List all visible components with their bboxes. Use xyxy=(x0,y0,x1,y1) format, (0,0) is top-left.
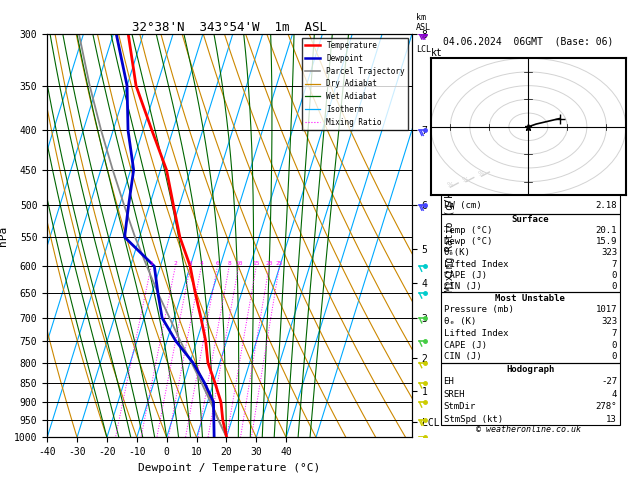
Text: PW (cm): PW (cm) xyxy=(443,201,481,210)
Text: 29: 29 xyxy=(606,186,617,195)
Text: %: % xyxy=(462,176,469,183)
Text: StmDir: StmDir xyxy=(443,402,476,411)
Text: km
ASL: km ASL xyxy=(416,13,431,32)
Text: -27: -27 xyxy=(601,377,617,386)
Text: K: K xyxy=(443,171,449,179)
Text: Lifted Index: Lifted Index xyxy=(443,329,508,338)
Text: 15.9: 15.9 xyxy=(596,237,617,246)
Bar xyxy=(441,167,620,213)
Text: 15: 15 xyxy=(252,261,260,266)
Legend: Temperature, Dewpoint, Parcel Trajectory, Dry Adiabat, Wet Adiabat, Isotherm, Mi: Temperature, Dewpoint, Parcel Trajectory… xyxy=(302,38,408,130)
Text: Most Unstable: Most Unstable xyxy=(496,294,565,303)
Text: StmSpd (kt): StmSpd (kt) xyxy=(443,415,503,423)
Text: 13: 13 xyxy=(606,415,617,423)
Text: 323: 323 xyxy=(601,317,617,326)
Text: 10: 10 xyxy=(235,261,242,266)
Text: © weatheronline.co.uk: © weatheronline.co.uk xyxy=(476,425,581,434)
Text: Totals Totals: Totals Totals xyxy=(443,186,513,195)
Text: 1017: 1017 xyxy=(596,305,617,314)
Text: CAPE (J): CAPE (J) xyxy=(443,341,487,349)
Text: 04.06.2024  06GMT  (Base: 06): 04.06.2024 06GMT (Base: 06) xyxy=(443,36,613,46)
Text: 20.1: 20.1 xyxy=(596,226,617,235)
Y-axis label: Mixing Ratio (g/kg): Mixing Ratio (g/kg) xyxy=(445,180,455,292)
Y-axis label: hPa: hPa xyxy=(0,226,8,246)
Text: CIN (J): CIN (J) xyxy=(443,352,481,362)
Text: Lifted Index: Lifted Index xyxy=(443,260,508,269)
Bar xyxy=(441,292,620,363)
X-axis label: Dewpoint / Temperature (°C): Dewpoint / Temperature (°C) xyxy=(138,463,321,473)
Text: EH: EH xyxy=(443,377,454,386)
Bar xyxy=(441,363,620,425)
Text: Pressure (mb): Pressure (mb) xyxy=(443,305,513,314)
Text: 1: 1 xyxy=(149,261,153,266)
Text: 4: 4 xyxy=(199,261,203,266)
Text: 20: 20 xyxy=(265,261,273,266)
Text: 7: 7 xyxy=(612,260,617,269)
Text: %: % xyxy=(447,182,453,188)
Text: 2.18: 2.18 xyxy=(596,201,617,210)
Text: 2: 2 xyxy=(174,261,177,266)
Text: 3: 3 xyxy=(189,261,192,266)
Text: θₑ (K): θₑ (K) xyxy=(443,317,476,326)
Text: 25: 25 xyxy=(276,261,283,266)
Text: LCL: LCL xyxy=(416,45,431,54)
Text: Temp (°C): Temp (°C) xyxy=(443,226,492,235)
Text: 7: 7 xyxy=(612,329,617,338)
Text: 278°: 278° xyxy=(596,402,617,411)
Text: 0: 0 xyxy=(612,271,617,280)
Text: 323: 323 xyxy=(601,248,617,258)
Text: CIN (J): CIN (J) xyxy=(443,282,481,291)
Text: SREH: SREH xyxy=(443,390,465,399)
Text: %: % xyxy=(477,171,484,177)
Text: Surface: Surface xyxy=(511,215,549,224)
Text: 8: 8 xyxy=(227,261,231,266)
Text: 3: 3 xyxy=(612,171,617,179)
Title: 32°38'N  343°54'W  1m  ASL: 32°38'N 343°54'W 1m ASL xyxy=(132,21,327,34)
Text: 0: 0 xyxy=(612,352,617,362)
Bar xyxy=(441,213,620,292)
Text: Hodograph: Hodograph xyxy=(506,364,555,374)
Text: kt: kt xyxy=(431,48,443,58)
Text: Dewp (°C): Dewp (°C) xyxy=(443,237,492,246)
Text: 0: 0 xyxy=(612,282,617,291)
Text: 4: 4 xyxy=(612,390,617,399)
Text: 6: 6 xyxy=(216,261,220,266)
Text: θₑ(K): θₑ(K) xyxy=(443,248,470,258)
Text: CAPE (J): CAPE (J) xyxy=(443,271,487,280)
Text: 0: 0 xyxy=(612,341,617,349)
